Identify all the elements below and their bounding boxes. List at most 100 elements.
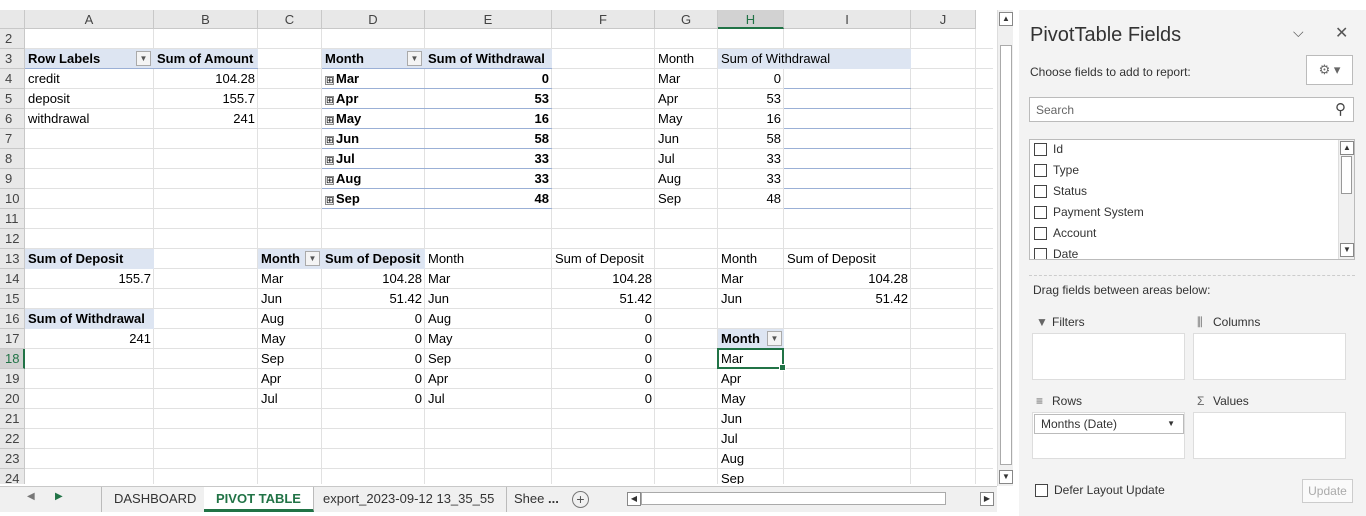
expand-icon[interactable]: ⊞ [325, 135, 334, 145]
pivot-month-label[interactable]: Jun [261, 291, 282, 306]
row-header[interactable]: 21 [0, 409, 25, 429]
tab-nav-right-icon[interactable]: ▶ [55, 491, 63, 502]
tab-sheet[interactable]: Shee [514, 491, 545, 506]
pivot-sum-withdrawal-value[interactable]: 241 [129, 331, 151, 346]
pivot-month-label[interactable]: Mar [261, 271, 284, 286]
field-item[interactable]: Account [1034, 223, 1096, 243]
field-dropdown-icon[interactable]: ▼ [1167, 419, 1175, 428]
cell-month[interactable]: Mar [428, 271, 451, 286]
cell-value[interactable]: 51.42 [619, 291, 652, 306]
pivot-month-item[interactable]: Aug [721, 451, 745, 466]
row-header[interactable]: 12 [0, 229, 25, 249]
row-header[interactable]: 17 [0, 329, 25, 349]
filters-area[interactable] [1032, 333, 1185, 380]
row-header[interactable]: 7 [0, 129, 25, 149]
pivot-header-row-labels[interactable]: Row Labels [25, 49, 154, 69]
column-header[interactable]: D [322, 10, 425, 29]
row-header[interactable]: 6 [0, 109, 25, 129]
pivot-sum-withdrawal-header[interactable]: Sum of Withdrawal [25, 309, 154, 329]
search-input[interactable] [1029, 97, 1354, 122]
cell-month[interactable]: Jun [428, 291, 449, 306]
pivot-month-value[interactable]: 51.42 [389, 291, 422, 306]
cell-value[interactable]: 0 [644, 391, 652, 406]
column-header[interactable]: C [258, 10, 322, 29]
cell-month[interactable]: May [658, 111, 683, 126]
column-header[interactable]: J [911, 10, 976, 29]
column-header[interactable]: A [25, 10, 154, 29]
cell-empty-banded[interactable] [784, 89, 911, 109]
sort-dropdown-icon[interactable]: ▼ [305, 251, 320, 266]
pivot-month-value[interactable]: 0 [414, 391, 422, 406]
column-header[interactable]: G [655, 10, 718, 29]
gear-icon[interactable]: ⚙ ▾ [1306, 55, 1353, 85]
pivot-month-row[interactable]: ⊞ Mar [322, 69, 425, 89]
pivot-month-label[interactable]: May [261, 331, 286, 346]
field-scroll-up-button[interactable]: ▲ [1340, 141, 1354, 155]
pivot-row-label[interactable]: withdrawal [28, 111, 90, 126]
cell-empty-banded[interactable] [784, 129, 911, 149]
pivot-row-label[interactable]: credit [28, 71, 60, 86]
row-header[interactable]: 16 [0, 309, 25, 329]
expand-icon[interactable]: ⊞ [325, 195, 334, 205]
pivot-header-sum-withdrawal[interactable]: Sum of Withdrawal [425, 49, 552, 69]
column-header[interactable]: E [425, 10, 552, 29]
cell-empty-banded[interactable] [784, 69, 911, 89]
pivot-sum-deposit-value[interactable]: 155.7 [118, 271, 151, 286]
field-checkbox[interactable] [1034, 143, 1047, 157]
row-header[interactable]: 20 [0, 389, 25, 409]
field-item[interactable]: Type [1034, 160, 1079, 180]
month-filter-dropdown-icon[interactable]: ▼ [767, 331, 782, 346]
field-checkbox[interactable] [1034, 206, 1047, 220]
column-header[interactable]: B [154, 10, 258, 29]
row-header[interactable]: 11 [0, 209, 25, 229]
row-header[interactable]: 19 [0, 369, 25, 389]
pivot-month-value[interactable]: 0 [414, 331, 422, 346]
pivot-month-row[interactable]: ⊞ Sep [322, 189, 425, 209]
cell-month[interactable]: Mar [721, 271, 744, 286]
row-header[interactable]: 23 [0, 449, 25, 469]
pivot-month-value[interactable]: 48 [425, 189, 552, 209]
field-scroll-thumb[interactable] [1341, 156, 1352, 194]
cell-value[interactable]: 104.28 [612, 271, 652, 286]
cell-value[interactable]: 16 [766, 111, 781, 126]
field-list-scrollbar[interactable]: ▲ ▼ [1338, 140, 1354, 259]
field-checkbox[interactable] [1034, 164, 1047, 178]
horizontal-scrollbar[interactable]: ◀ ▶ [627, 491, 995, 507]
scroll-left-button[interactable]: ◀ [627, 492, 641, 506]
pivot-sum-deposit-header[interactable]: Sum of Deposit [25, 249, 154, 269]
field-item[interactable]: Id [1034, 140, 1063, 159]
cell-header-sum-withdrawal[interactable]: Sum of Withdrawal [718, 49, 911, 69]
column-header[interactable]: H [718, 10, 784, 29]
close-icon[interactable]: ✕ [1335, 25, 1349, 42]
cell-header-month[interactable]: Month [658, 51, 695, 66]
pivot-month-item[interactable]: Apr [721, 371, 742, 386]
cell-month[interactable]: Aug [658, 171, 682, 186]
cell-value[interactable]: 0 [644, 351, 652, 366]
columns-area[interactable] [1193, 333, 1346, 380]
pivot-month-value[interactable]: 16 [425, 109, 552, 129]
field-scroll-down-button[interactable]: ▼ [1340, 243, 1354, 257]
scroll-right-button[interactable]: ▶ [980, 492, 994, 506]
cell-month[interactable]: May [428, 331, 453, 346]
field-item[interactable]: Status [1034, 181, 1087, 201]
pivot-month-item[interactable]: Mar [721, 351, 744, 366]
tab-pivot-table[interactable]: PIVOT TABLE [204, 487, 314, 512]
cell-month[interactable]: Jun [721, 291, 742, 306]
row-header[interactable]: 4 [0, 69, 25, 89]
cell-empty-banded[interactable] [784, 149, 911, 169]
cell-value[interactable]: 51.42 [875, 291, 908, 306]
cell-value[interactable]: 58 [766, 131, 781, 146]
search-icon[interactable]: ⚲ [1335, 101, 1346, 118]
pivot-month-item[interactable]: May [721, 391, 746, 406]
pivot-month-value[interactable]: 0 [425, 69, 552, 89]
row-header[interactable]: 5 [0, 89, 25, 109]
cell-empty-banded[interactable] [784, 189, 911, 209]
row-header[interactable]: 18 [0, 349, 25, 369]
tab-dashboard[interactable]: DASHBOARD [101, 487, 210, 512]
row-header[interactable]: 24 [0, 469, 25, 484]
vertical-scrollbar[interactable]: ▲ ▼ [997, 10, 1013, 486]
cell-value[interactable]: 0 [644, 311, 652, 326]
pivot-month-item[interactable]: Jun [721, 411, 742, 426]
cell-header-sum-deposit[interactable]: Sum of Deposit [555, 251, 644, 266]
cell-month[interactable]: Sep [428, 351, 452, 366]
